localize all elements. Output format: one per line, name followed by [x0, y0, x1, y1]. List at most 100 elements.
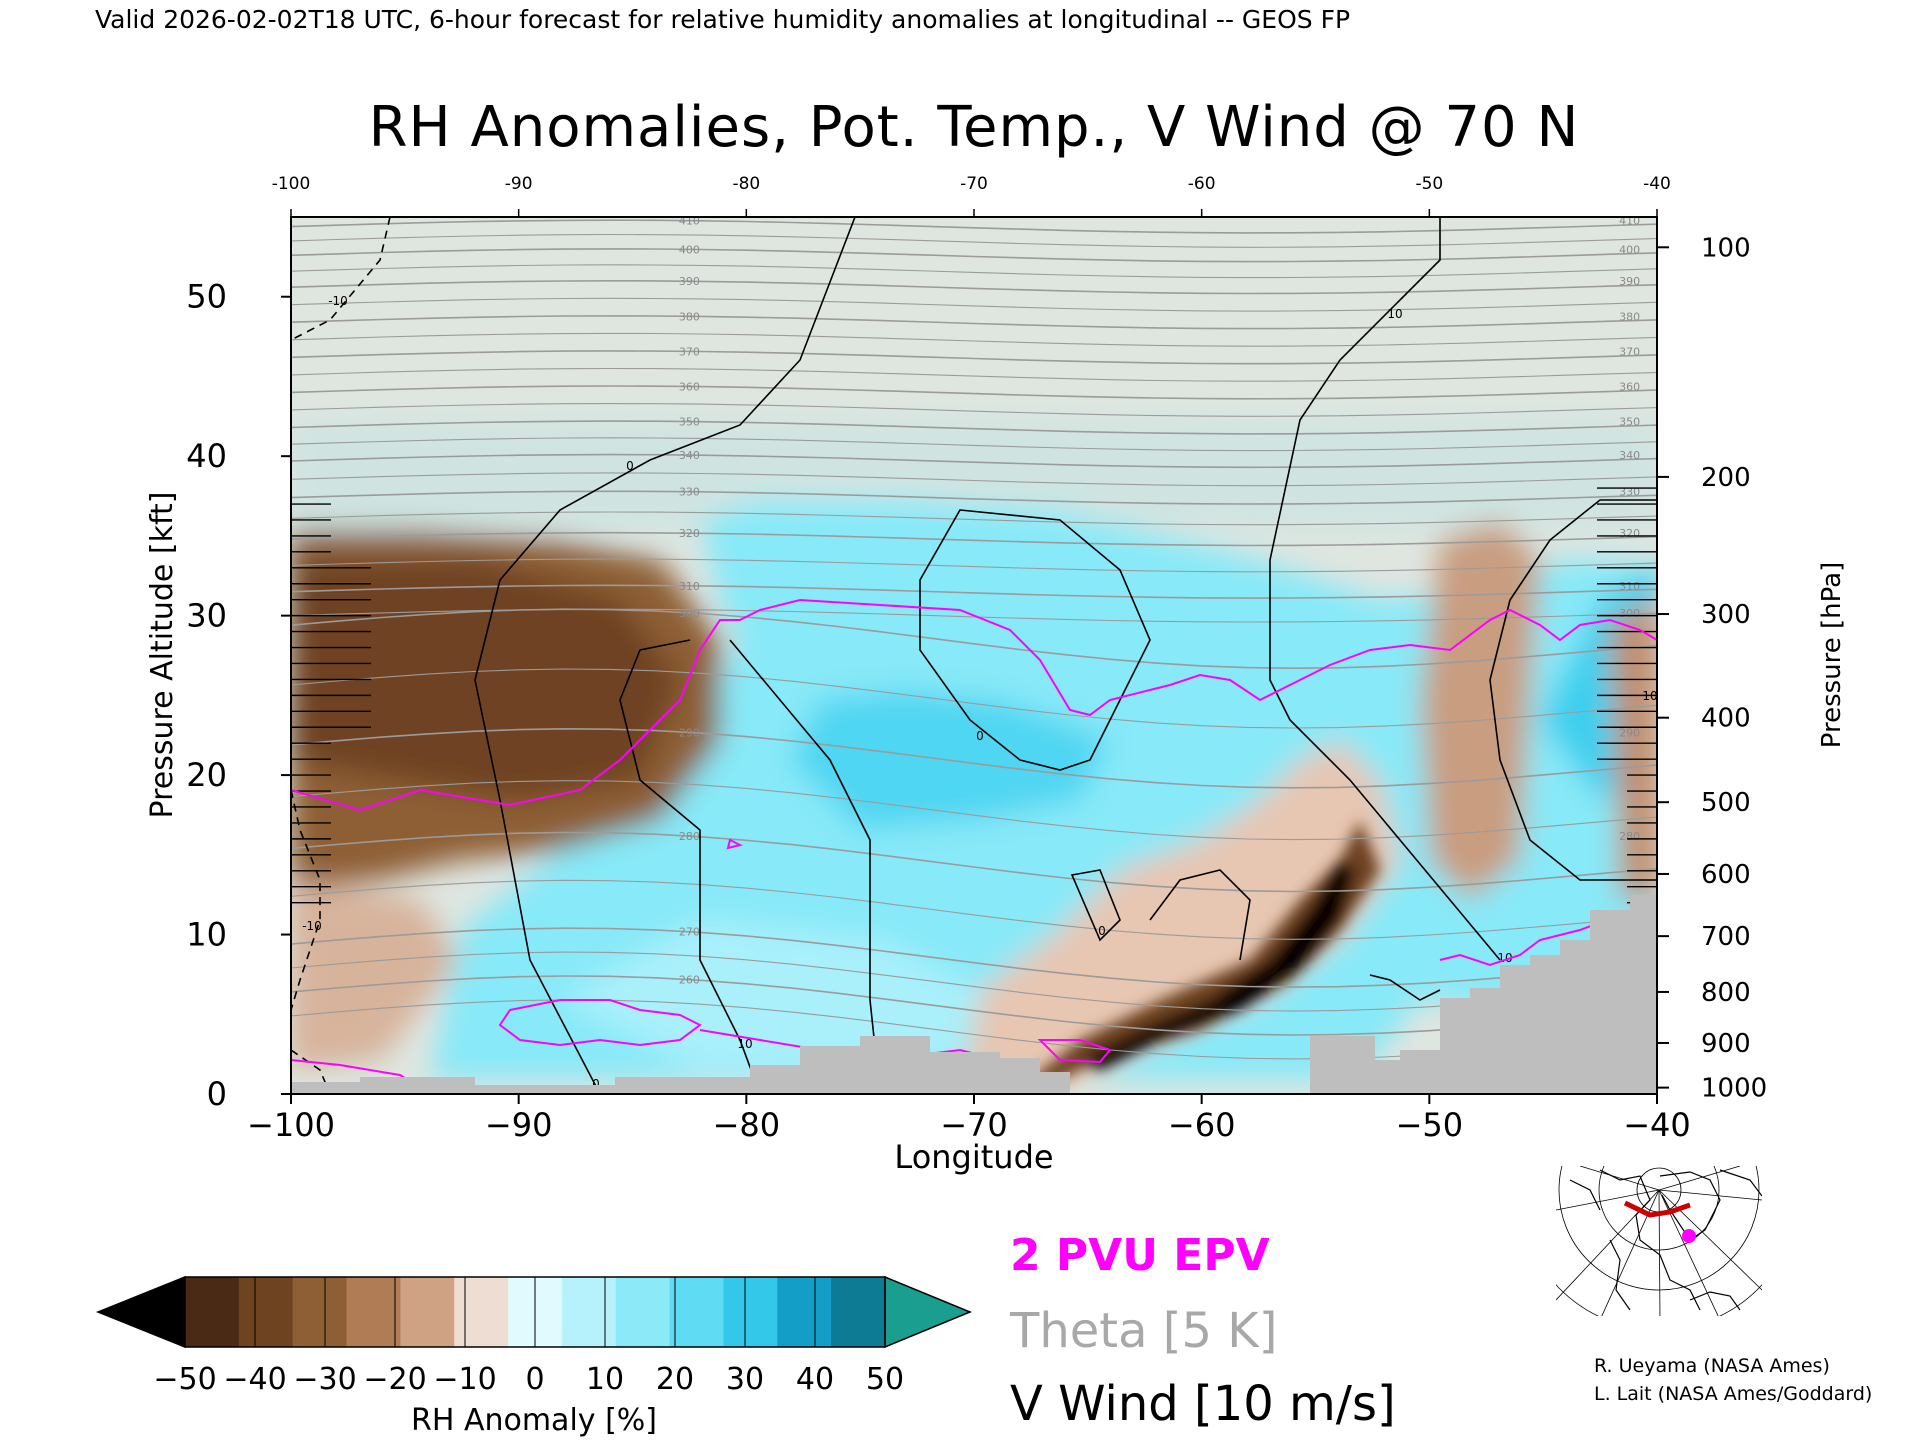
x-tick-label: −80: [713, 1106, 781, 1144]
colorbar-tick-label: 0: [525, 1362, 544, 1397]
theta-contour-label: 320: [679, 527, 700, 540]
colorbar-tick-label: 30: [726, 1362, 764, 1397]
theta-contour-label: 400: [679, 243, 700, 256]
y-axis-label-left: Pressure Altitude [kft]: [145, 492, 180, 819]
theta-contour: [291, 385, 1657, 400]
colorbar-swatch: [777, 1277, 832, 1347]
theta-contours: 2602602702702802802902903003003103103203…: [291, 215, 1657, 1060]
inset-map: [1556, 1166, 1762, 1316]
theta-contour-label: 300: [1619, 607, 1640, 620]
colorbar-tick-label: −40: [223, 1362, 286, 1397]
colorbar-tick-label: −30: [293, 1362, 356, 1397]
pressure-tick-label: 100: [1701, 233, 1751, 263]
theta-contour: [291, 219, 1657, 234]
colorbar-swatch: [292, 1277, 348, 1347]
theta-contour-label: 310: [679, 580, 700, 593]
v-wind-contour-label: 0: [626, 459, 634, 473]
theta-contour: [291, 879, 1657, 940]
v-wind-dashed-contour: [291, 217, 391, 341]
theta-contour-label: 360: [1619, 380, 1640, 393]
theta-contour-label: 380: [1619, 310, 1640, 323]
v-wind-contour-east: [1269, 217, 1501, 961]
theta-contour: [291, 472, 1657, 487]
theta-contour-label: 330: [679, 486, 700, 499]
theta-contour-label: 390: [679, 275, 700, 288]
colorbar-tick-label: 50: [866, 1362, 904, 1397]
theta-contour: [291, 975, 1657, 1036]
theta-contour: [291, 315, 1657, 330]
theta-contour-label: 350: [1619, 416, 1640, 429]
legend-epv: 2 PVU EPV: [1010, 1230, 1270, 1281]
x-axis-top: -100 -90 -80 -70 -60 -50 -40: [272, 174, 1671, 217]
x-tick-label: −90: [485, 1106, 553, 1144]
pressure-tick-label: 700: [1701, 922, 1751, 952]
theta-contour-label: 260: [679, 974, 700, 987]
v-wind-contour-label: 0: [976, 729, 984, 743]
theta-contour: [291, 233, 1657, 248]
theta-contour-label: 410: [679, 215, 700, 228]
x-tick-label: −40: [1623, 1106, 1691, 1144]
v-wind-contour-label: 10: [1642, 689, 1657, 703]
theta-contour: [291, 531, 1657, 547]
theta-contour: [291, 332, 1657, 347]
y-tick-label: 0: [207, 1075, 227, 1113]
theta-contour-label: 380: [679, 310, 700, 323]
plot-area: 2602602702702802802902903003003103103203…: [290, 215, 1658, 1095]
top-tick-label: -40: [1643, 174, 1671, 194]
theta-contour: [291, 511, 1657, 526]
theta-contour-label: 360: [679, 380, 700, 393]
theta-contour: [291, 951, 1657, 1012]
colorbar-swatch: [723, 1277, 778, 1347]
theta-contour: [291, 780, 1657, 841]
y-tick-label: 30: [186, 597, 227, 635]
theta-contour: [291, 297, 1657, 312]
x-axis-label: Longitude: [894, 1138, 1053, 1176]
colorbar: −50 −40 −30 −20 −10 0 10 20 30 40 50: [95, 1275, 972, 1397]
theta-contour-label: 270: [679, 926, 700, 939]
theta-contour: [291, 608, 1657, 623]
pressure-tick-label: 600: [1701, 860, 1751, 890]
theta-contour-label: 290: [1619, 726, 1640, 739]
colorbar-tick-label: −50: [153, 1362, 216, 1397]
valid-time-header: Valid 2026-02-02T18 UTC, 6-hour forecast…: [95, 5, 1350, 34]
colorbar-swatch: [615, 1277, 671, 1347]
v-wind-contour-label: 10: [737, 1037, 752, 1051]
theta-contour-label: 350: [679, 416, 700, 429]
pressure-tick-label: 200: [1701, 463, 1751, 493]
theta-contour: [291, 350, 1657, 365]
theta-contour: [291, 558, 1657, 573]
theta-contour: [291, 279, 1657, 295]
theta-contour: [291, 248, 1657, 263]
top-tick-label: -70: [960, 174, 988, 194]
legend-v-wind: V Wind [10 m/s]: [1010, 1376, 1396, 1432]
pressure-tick-label: 800: [1701, 978, 1751, 1008]
x-tick-label: −50: [1396, 1106, 1464, 1144]
y-tick-label: 10: [186, 916, 227, 954]
theta-contour: [291, 453, 1657, 469]
theta-contour-label: 290: [679, 726, 700, 739]
colorbar-swatch: [669, 1277, 724, 1347]
colorbar-swatch: [400, 1277, 455, 1347]
x-axis-bottom: −100 −90 −80 −70 −60 −50 −40: [247, 1094, 1691, 1144]
inset-coastlines: [1569, 1169, 1762, 1311]
theta-contour-label: 320: [1619, 527, 1640, 540]
colorbar-tick-label: 40: [796, 1362, 834, 1397]
credit-line-1: R. Ueyama (NASA Ames): [1594, 1355, 1830, 1377]
top-tick-label: -100: [272, 174, 311, 194]
credit-line-2: L. Lait (NASA Ames/Goddard): [1594, 1383, 1872, 1405]
pressure-tick-label: 300: [1701, 600, 1751, 630]
colorbar-tick-label: 20: [656, 1362, 694, 1397]
inset-section-line: [1623, 1200, 1691, 1218]
theta-contour: [291, 367, 1657, 382]
theta-contour: [291, 927, 1657, 988]
theta-contour: [291, 403, 1657, 417]
pressure-tick-label: 400: [1701, 704, 1751, 734]
colorbar-swatch: [238, 1277, 294, 1347]
theta-contour-label: 410: [1619, 215, 1640, 228]
theta-contour: [291, 584, 1657, 599]
v-wind-contour-mid: [729, 639, 881, 1094]
v-wind-contour-west-inner: [619, 639, 761, 1094]
theta-contour-label: 370: [1619, 345, 1640, 358]
top-tick-label: -50: [1415, 174, 1443, 194]
